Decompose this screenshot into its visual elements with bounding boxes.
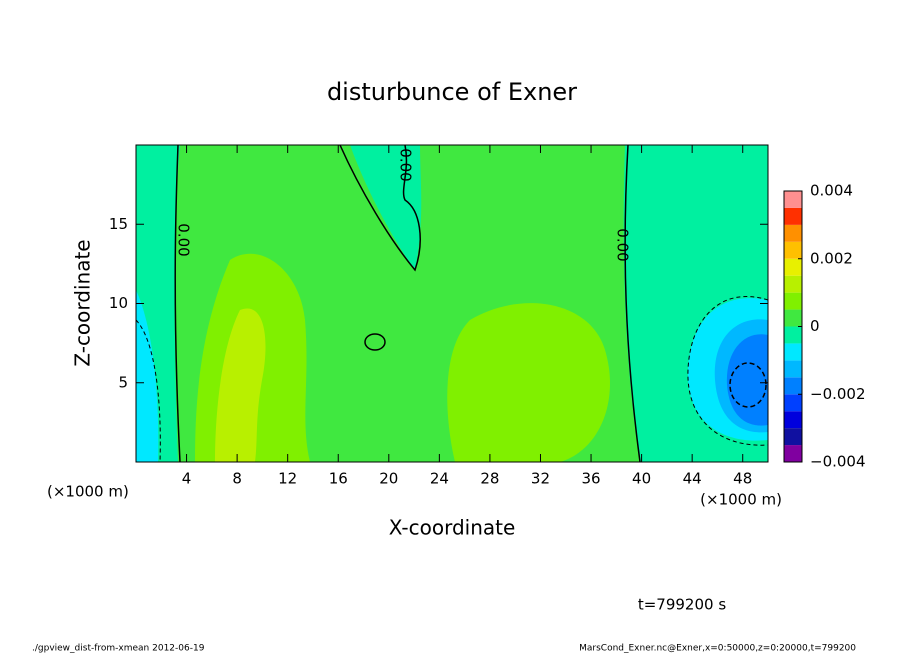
x-tick-label: 20 [379,470,398,488]
colorbar-band [784,394,802,412]
x-tick-label: 48 [733,470,752,488]
colorbar-tick-label: 0.002 [810,249,853,267]
chart-title: disturbunce of Exner [327,78,577,106]
x-tick-label: 4 [182,470,192,488]
contour-label: 0.00 [397,148,415,181]
time-label: t=799200 s [638,596,726,614]
footer-right: MarsCond_Exner.nc@Exner,x=0:50000,z=0:20… [579,644,856,654]
x-tick-label: 28 [480,470,499,488]
colorbar-band [784,241,802,259]
contour-field [136,145,768,462]
y-tick-label: 5 [118,373,128,391]
colorbar-band [784,191,802,208]
colorbar-tick-label: −0.004 [810,453,866,471]
colorbar-band [784,224,802,242]
x-tick-label: 24 [430,470,449,488]
x-tick-label: 12 [278,470,297,488]
x-unit-label: (×1000 m) [700,491,782,509]
y-tick-label: 15 [109,215,128,233]
colorbar-tick-label: −0.002 [810,385,866,403]
colorbar-band [784,309,802,327]
y-axis-label: Z-coordinate [71,239,95,366]
x-tick-label: 16 [329,470,348,488]
colorbar-tick-label: 0.004 [810,182,853,200]
x-tick-label: 32 [531,470,550,488]
colorbar-band [784,258,802,276]
colorbar-band [784,292,802,310]
contour-label: 0.00 [175,223,193,256]
x-tick-label: 8 [232,470,242,488]
colorbar-band [784,428,802,446]
y-tick-label: 10 [109,294,128,312]
contour-label: 0.00 [614,228,632,261]
colorbar-band [784,377,802,395]
colorbar-band [784,326,802,344]
x-tick-label: 44 [683,470,702,488]
colorbar-band [784,275,802,293]
x-tick-label: 40 [632,470,651,488]
footer-left: ./gpview_dist-from-xmean 2012-06-19 [32,644,205,654]
colorbar-band [784,207,802,225]
x-axis-label: X-coordinate [389,516,516,540]
colorbar-band [784,445,802,462]
x-tick-label: 36 [581,470,600,488]
x-unit-label: (×1000 m) [47,483,129,501]
colorbar-band [784,411,802,429]
colorbar-tick-label: 0 [810,317,820,335]
colorbar-band [784,360,802,378]
colorbar-band [784,343,802,361]
